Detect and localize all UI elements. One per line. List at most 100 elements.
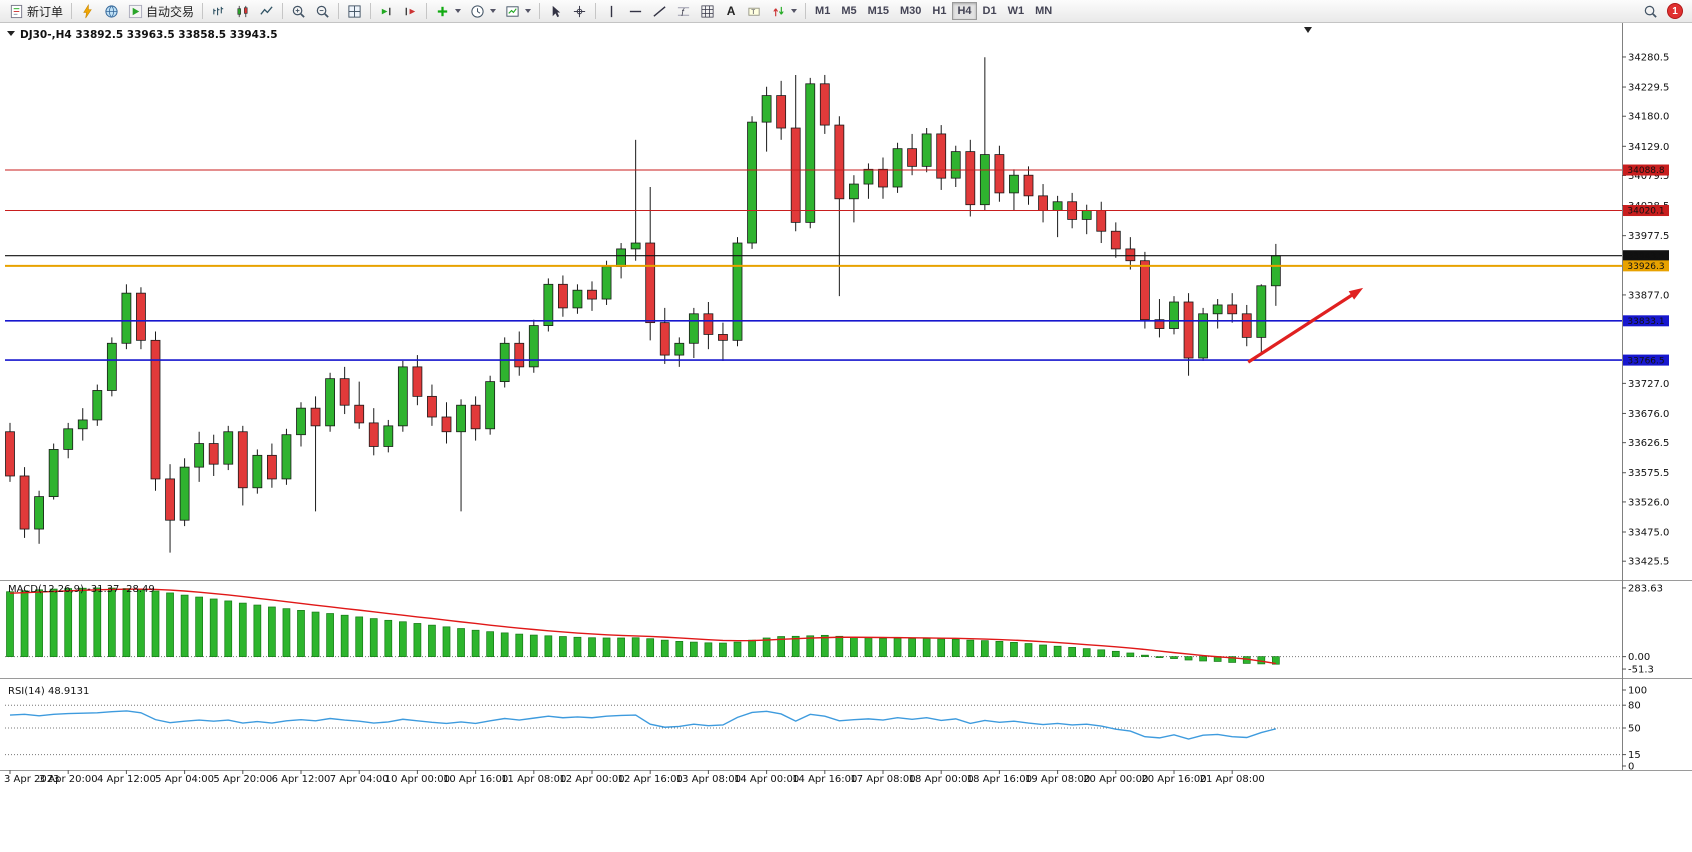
candle: [194, 431, 205, 482]
macd-bar: [966, 639, 975, 657]
toolbar: 新订单 自动交易 ƒ A T: [0, 0, 1692, 23]
timeframe-d1-button[interactable]: D1: [978, 2, 1002, 20]
vertical-line-button[interactable]: [600, 1, 623, 21]
timeframe-m30-button[interactable]: M30: [895, 2, 926, 20]
line-chart-button[interactable]: [255, 1, 278, 21]
autotrading-label: 自动交易: [146, 4, 195, 19]
candle: [77, 408, 88, 441]
add-indicator-icon: [437, 6, 448, 16]
candlestick-chart-button[interactable]: [231, 1, 254, 21]
shapes-button[interactable]: [696, 1, 719, 21]
globe-icon: [105, 4, 118, 18]
auto-scroll-button[interactable]: [375, 1, 398, 21]
zoom-out-button[interactable]: [311, 1, 334, 21]
horizontal-line-button[interactable]: [624, 1, 647, 21]
macd-bar: [631, 637, 640, 657]
time-tick-label: 7 Apr 04:00: [330, 774, 389, 785]
price-tick-label: 34129.0: [1628, 142, 1669, 153]
chart-frame: [0, 23, 1692, 771]
tile-windows-icon: [348, 4, 361, 18]
timeframe-m1-button[interactable]: M1: [810, 2, 835, 20]
level-lines: [5, 169, 1622, 361]
candle: [1096, 201, 1107, 244]
time-tick-label: 17 Apr 08:00: [850, 774, 915, 785]
notification-badge[interactable]: 1: [1667, 3, 1683, 19]
time-tick-label: 5 Apr 04:00: [155, 774, 214, 785]
fibonacci-button[interactable]: ƒ: [672, 1, 695, 21]
timeframe-m5-button[interactable]: M5: [836, 2, 861, 20]
timeframe-mn-button[interactable]: MN: [1030, 2, 1057, 20]
text-label-icon: T: [748, 7, 760, 15]
candle: [1140, 251, 1150, 329]
chart-menu-icon[interactable]: [7, 31, 15, 36]
zoom-out-icon: [316, 5, 329, 18]
macd-bar: [253, 604, 262, 657]
price-tick-label: 33526.0: [1628, 497, 1669, 508]
candle: [1183, 293, 1194, 376]
trendline-button[interactable]: [648, 1, 671, 21]
dropdown-caret-icon[interactable]: [525, 9, 532, 13]
candle: [470, 396, 481, 441]
candle: [383, 419, 394, 453]
timeframe-m15-button[interactable]: M15: [863, 2, 894, 20]
candle: [587, 281, 597, 311]
timeframe-h4-button[interactable]: H4: [952, 2, 977, 20]
arrows-tool-button[interactable]: [767, 1, 801, 21]
price-level-label: 33833.1: [1623, 315, 1669, 327]
timeframe-h1-button[interactable]: H1: [927, 2, 951, 20]
price-level-label: 33766.5: [1623, 354, 1669, 366]
metaeditor-button[interactable]: [76, 1, 99, 21]
macd-bar: [689, 641, 698, 657]
candle: [659, 307, 670, 364]
macd-bar: [1199, 656, 1207, 662]
candle: [281, 428, 292, 485]
macd-bar: [413, 623, 422, 657]
candle: [849, 175, 859, 223]
macd-bar: [384, 619, 393, 657]
candle: [92, 384, 103, 426]
zoom-in-button[interactable]: [287, 1, 310, 21]
macd-bar: [660, 639, 669, 657]
indicators-button[interactable]: [431, 1, 465, 21]
candle: [310, 396, 321, 512]
macd-bar: [35, 589, 43, 657]
candle: [121, 284, 132, 350]
time-tick-label: 20 Apr 00:00: [1083, 774, 1148, 785]
search-button[interactable]: [1639, 1, 1662, 21]
cursor-button[interactable]: [544, 1, 567, 21]
templates-button[interactable]: [501, 1, 535, 21]
macd-bar: [64, 588, 73, 657]
crosshair-button[interactable]: [568, 1, 591, 21]
candle: [907, 133, 917, 176]
trend-arrow-annotation[interactable]: [1247, 287, 1364, 364]
text-tool-button[interactable]: A: [720, 1, 742, 21]
chart-header: DJ30-,H4 33892.5 33963.5 33858.5 33943.5: [7, 27, 1312, 41]
macd-bar: [893, 637, 902, 657]
periods-button[interactable]: [466, 1, 500, 21]
time-tick-label: 20 Apr 16:00: [1141, 774, 1206, 785]
macd-bar: [1010, 641, 1018, 657]
chart-shift-button[interactable]: [399, 1, 422, 21]
dropdown-caret-icon[interactable]: [490, 9, 497, 13]
time-tick-label: 10 Apr 16:00: [443, 774, 508, 785]
candle: [921, 128, 932, 173]
timeframe-w1-button[interactable]: W1: [1003, 2, 1030, 20]
macd-bar: [209, 598, 218, 657]
text-label-button[interactable]: T: [743, 1, 766, 21]
new-order-button[interactable]: 新订单: [5, 1, 67, 21]
dropdown-caret-icon[interactable]: [791, 9, 798, 13]
macd-bar: [107, 587, 116, 657]
macd-bar: [544, 635, 553, 657]
macd-bar: [1141, 654, 1149, 657]
time-tick-label: 6 Apr 12:00: [272, 774, 331, 785]
macd-bar: [529, 634, 538, 657]
tile-windows-button[interactable]: [343, 1, 366, 21]
toolbar-separator: [370, 3, 372, 19]
dropdown-caret-icon[interactable]: [455, 9, 462, 13]
macd-bar: [238, 602, 247, 657]
terminal-button[interactable]: [100, 1, 123, 21]
candle: [878, 157, 888, 199]
bar-chart-button[interactable]: [207, 1, 230, 21]
macd-bar: [486, 631, 494, 657]
autotrading-button[interactable]: 自动交易: [124, 1, 198, 21]
